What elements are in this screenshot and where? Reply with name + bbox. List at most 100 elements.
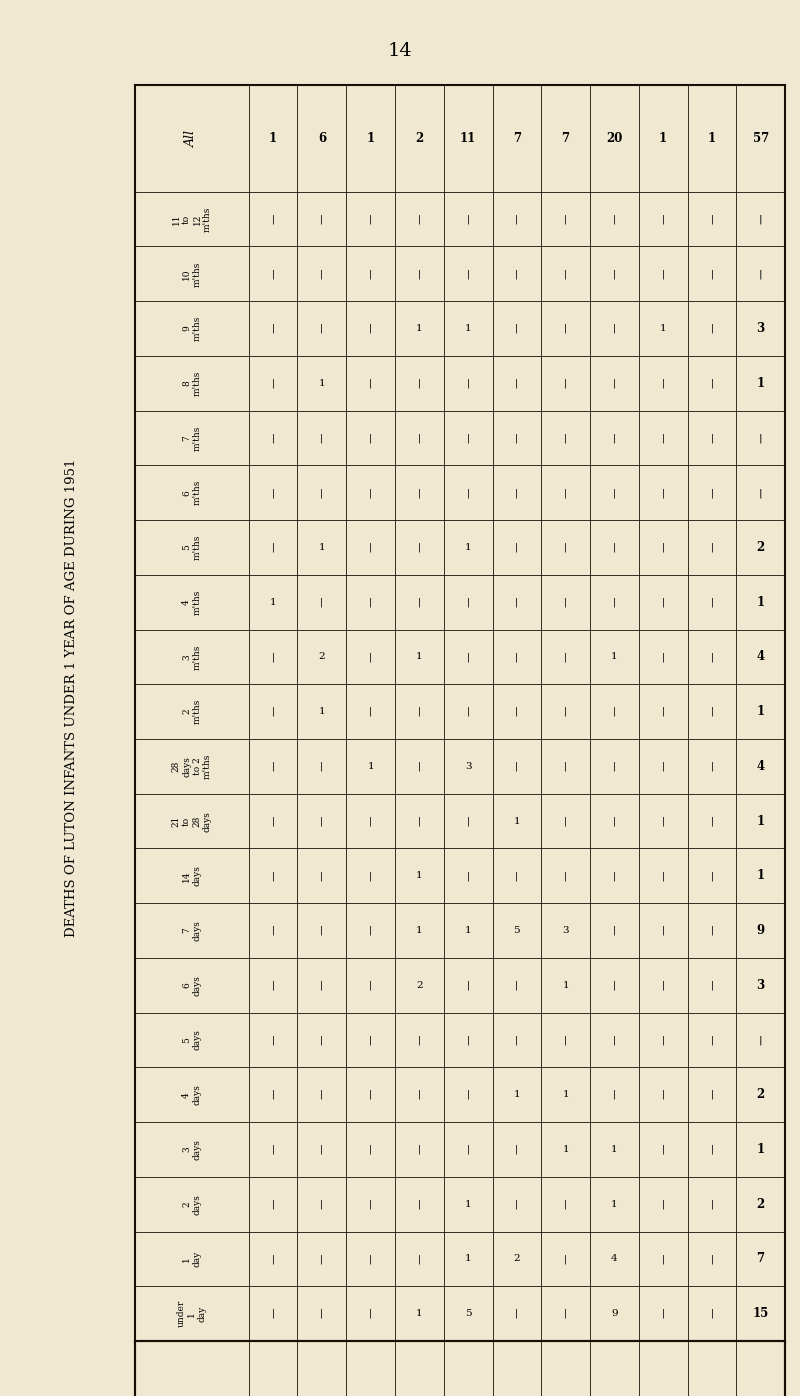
Text: 9: 9 bbox=[757, 924, 765, 937]
Text: |: | bbox=[515, 1036, 518, 1044]
Text: |: | bbox=[418, 215, 421, 223]
Text: |: | bbox=[564, 871, 567, 881]
Text: 5: 5 bbox=[465, 1309, 471, 1318]
Text: DEATHS OF LUTON INFANTS UNDER 1 YEAR OF AGE DURING 1951: DEATHS OF LUTON INFANTS UNDER 1 YEAR OF … bbox=[66, 459, 78, 937]
Text: |: | bbox=[710, 433, 714, 443]
Text: |: | bbox=[418, 1145, 421, 1154]
Text: |: | bbox=[466, 871, 470, 881]
Text: |: | bbox=[564, 597, 567, 607]
Text: |: | bbox=[369, 1090, 372, 1100]
Text: 2
m'ths: 2 m'ths bbox=[182, 699, 202, 725]
Text: |: | bbox=[418, 1090, 421, 1100]
Text: 2
days: 2 days bbox=[182, 1194, 202, 1215]
Text: |: | bbox=[272, 489, 274, 497]
Text: |: | bbox=[320, 269, 323, 279]
Text: |: | bbox=[369, 817, 372, 826]
Text: |: | bbox=[564, 706, 567, 716]
Text: |: | bbox=[272, 543, 274, 553]
Text: |: | bbox=[662, 597, 665, 607]
Text: under
1
day: under 1 day bbox=[177, 1300, 206, 1328]
Text: |: | bbox=[320, 1309, 323, 1318]
Text: |: | bbox=[418, 597, 421, 607]
Text: 4: 4 bbox=[611, 1255, 618, 1263]
Text: |: | bbox=[564, 324, 567, 334]
Text: |: | bbox=[564, 762, 567, 771]
Text: |: | bbox=[466, 652, 470, 662]
Text: 11
to
12
m'ths: 11 to 12 m'ths bbox=[172, 207, 212, 232]
Text: |: | bbox=[564, 215, 567, 223]
Text: 1: 1 bbox=[366, 131, 374, 145]
Text: |: | bbox=[662, 706, 665, 716]
Text: |: | bbox=[466, 378, 470, 388]
Text: 1: 1 bbox=[318, 708, 325, 716]
Text: |: | bbox=[613, 1090, 616, 1100]
Text: |: | bbox=[662, 652, 665, 662]
Text: |: | bbox=[613, 433, 616, 443]
Text: |: | bbox=[662, 762, 665, 771]
Text: |: | bbox=[613, 871, 616, 881]
Text: |: | bbox=[515, 489, 518, 497]
Text: 5
days: 5 days bbox=[182, 1030, 202, 1050]
Text: 1: 1 bbox=[757, 705, 765, 718]
Text: 1: 1 bbox=[270, 597, 277, 607]
Text: |: | bbox=[710, 980, 714, 990]
Text: |: | bbox=[320, 1254, 323, 1263]
Text: |: | bbox=[515, 215, 518, 223]
Text: |: | bbox=[466, 980, 470, 990]
Text: |: | bbox=[466, 706, 470, 716]
Text: 1: 1 bbox=[318, 378, 325, 388]
Text: |: | bbox=[466, 1036, 470, 1044]
Text: |: | bbox=[320, 1090, 323, 1100]
Text: |: | bbox=[466, 269, 470, 279]
Text: 3: 3 bbox=[465, 762, 471, 771]
Text: 6
m'ths: 6 m'ths bbox=[182, 480, 202, 505]
Text: |: | bbox=[320, 1145, 323, 1154]
Text: 1: 1 bbox=[611, 652, 618, 662]
Text: |: | bbox=[418, 269, 421, 279]
Text: |: | bbox=[662, 1254, 665, 1263]
Text: 1: 1 bbox=[416, 926, 422, 935]
Text: |: | bbox=[613, 324, 616, 334]
Text: |: | bbox=[515, 980, 518, 990]
Text: |: | bbox=[613, 706, 616, 716]
Text: 2: 2 bbox=[318, 652, 325, 662]
Text: 1: 1 bbox=[465, 1255, 471, 1263]
Text: |: | bbox=[710, 1309, 714, 1318]
Text: 1: 1 bbox=[465, 324, 471, 334]
Text: 1: 1 bbox=[757, 815, 765, 828]
Text: |: | bbox=[272, 871, 274, 881]
Text: |: | bbox=[515, 1309, 518, 1318]
Text: 3: 3 bbox=[562, 926, 569, 935]
Text: |: | bbox=[613, 817, 616, 826]
Text: |: | bbox=[613, 378, 616, 388]
Text: |: | bbox=[466, 1090, 470, 1100]
Text: 6: 6 bbox=[318, 131, 326, 145]
Text: |: | bbox=[710, 926, 714, 935]
Text: 1: 1 bbox=[757, 1143, 765, 1156]
Text: |: | bbox=[710, 871, 714, 881]
Text: 20: 20 bbox=[606, 131, 622, 145]
Text: 1: 1 bbox=[318, 543, 325, 551]
Text: |: | bbox=[320, 980, 323, 990]
Text: |: | bbox=[710, 706, 714, 716]
Text: 1: 1 bbox=[465, 926, 471, 935]
Text: 11: 11 bbox=[460, 131, 476, 145]
Text: 1: 1 bbox=[269, 131, 277, 145]
Text: |: | bbox=[320, 871, 323, 881]
Text: |: | bbox=[515, 324, 518, 334]
Text: 1: 1 bbox=[416, 652, 422, 662]
Text: |: | bbox=[466, 489, 470, 497]
Text: |: | bbox=[662, 1090, 665, 1100]
Text: 5: 5 bbox=[514, 926, 520, 935]
Text: |: | bbox=[272, 324, 274, 334]
Text: |: | bbox=[466, 1145, 470, 1154]
Text: 3
m'ths: 3 m'ths bbox=[182, 644, 202, 670]
Text: |: | bbox=[662, 1036, 665, 1044]
Text: |: | bbox=[320, 433, 323, 443]
Text: |: | bbox=[369, 269, 372, 279]
Text: |: | bbox=[710, 1090, 714, 1100]
Text: 28
days
to 2
m'ths: 28 days to 2 m'ths bbox=[172, 754, 212, 779]
Text: |: | bbox=[564, 817, 567, 826]
Text: |: | bbox=[272, 817, 274, 826]
Text: |: | bbox=[320, 597, 323, 607]
